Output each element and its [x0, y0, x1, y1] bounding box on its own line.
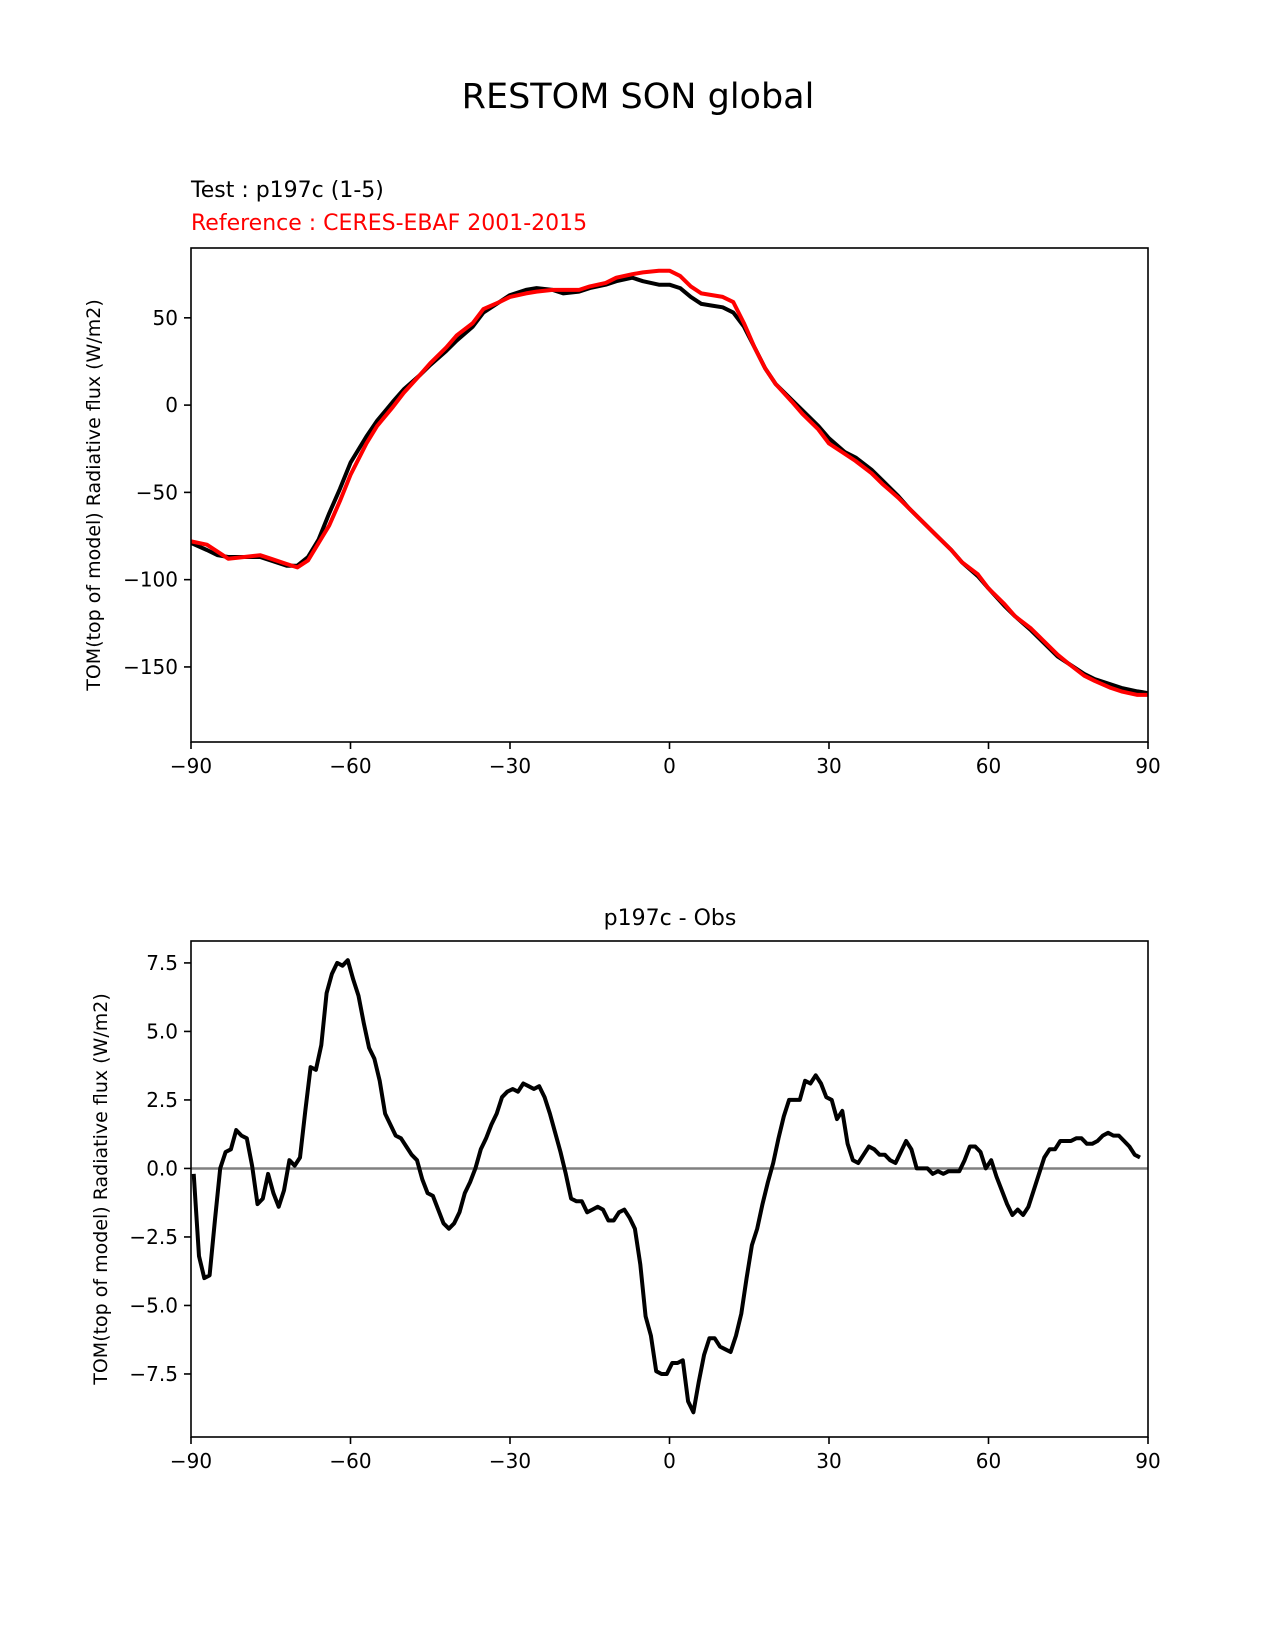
plot-frame	[190, 247, 1149, 743]
y-axis-label: TOM(top of model) Radiative flux (W/m2)	[90, 993, 112, 1386]
x-tick-label: 30	[816, 754, 841, 778]
x-tick-label: −90	[170, 1449, 212, 1473]
plot-frame	[190, 940, 1149, 1438]
series-line-reference	[191, 268, 1148, 697]
top-plot-area: −90 −60 −30 0 30 60 90 50 0 −50 −100 −150 TOM(top of…	[83, 247, 1161, 778]
y-tick-label: 5.0	[146, 1019, 178, 1043]
x-tick-label: −60	[329, 1449, 371, 1473]
y-tick-label: 7.5	[146, 951, 178, 975]
x-tick-label: 60	[976, 1449, 1001, 1473]
reference-subtitle: Reference : CERES-EBAF 2001-2015	[191, 211, 587, 236]
x-tick-label: 0	[663, 1449, 676, 1473]
x-tick-label: −30	[489, 1449, 531, 1473]
figure-title: RESTOM SON global	[462, 77, 815, 117]
x-tick-label: 0	[663, 754, 676, 778]
top-chart-panel: Test : p197c (1-5) Reference : CERES-EBA…	[83, 178, 1161, 778]
y-tick-label: 0	[165, 393, 178, 417]
y-tick-label: 50	[153, 306, 178, 330]
x-tick-label: 60	[976, 754, 1001, 778]
difference-panel-title: p197c - Obs	[604, 906, 737, 931]
y-tick-label: −150	[123, 655, 178, 679]
y-tick-label: −100	[123, 568, 178, 592]
x-tick-label: 90	[1135, 1449, 1160, 1473]
y-axis-label: TOM(top of model) Radiative flux (W/m2)	[83, 299, 105, 692]
y-tick-label: −50	[136, 480, 178, 504]
test-subtitle: Test : p197c (1-5)	[190, 178, 384, 203]
y-tick-label: −7.5	[129, 1362, 178, 1386]
y-tick-label: −2.5	[129, 1225, 178, 1249]
y-tick-label: 2.5	[146, 1088, 178, 1112]
y-tick-label: −5.0	[129, 1293, 178, 1317]
x-tick-label: 30	[816, 1449, 841, 1473]
y-tick-label: 0.0	[146, 1156, 178, 1180]
bottom-plot-area: −90 −60 −30 0 30 60 90 7.5 5.0 2.5 0.0 −2.5 −5.0 −7.5…	[90, 940, 1161, 1473]
bottom-chart-panel: p197c - Obs −90 −60 −30 0 30 60 90 7.5 5.0 2.5 0.0…	[90, 906, 1161, 1473]
x-tick-label: −60	[329, 754, 371, 778]
x-tick-label: −90	[170, 754, 212, 778]
series-line-primary	[191, 958, 1141, 1415]
x-tick-label: 90	[1135, 754, 1160, 778]
series-line-primary	[191, 275, 1148, 696]
x-tick-label: −30	[489, 754, 531, 778]
